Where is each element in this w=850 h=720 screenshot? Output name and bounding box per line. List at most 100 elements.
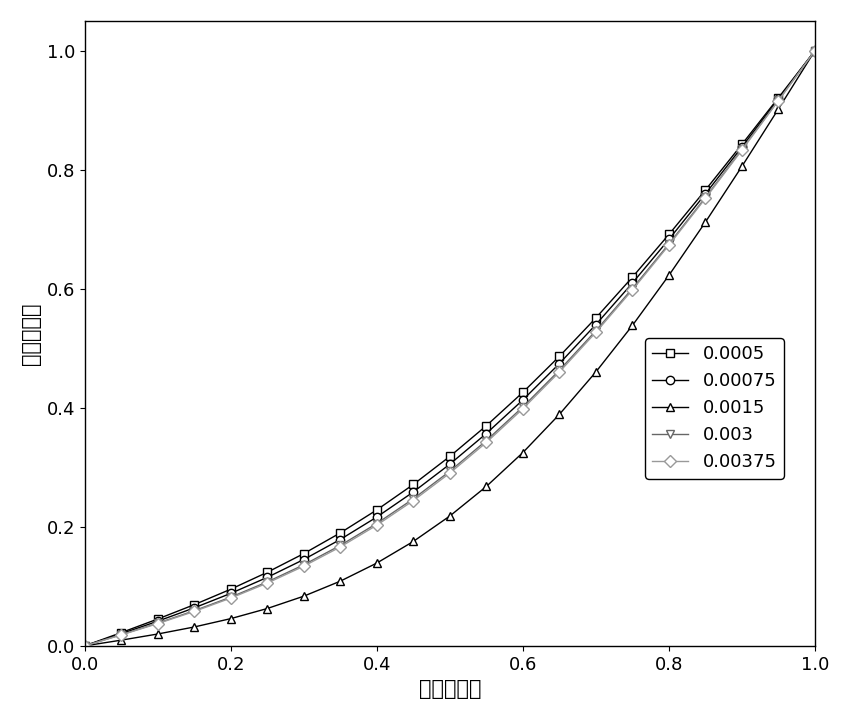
0.0005 (262, 568, 272, 577)
Line: 0.003: 0.003 (81, 46, 819, 650)
0.00375 (371, 521, 382, 529)
0.00075 (664, 235, 674, 243)
0.0015 (774, 104, 784, 113)
0.00075 (225, 589, 235, 598)
0.00075 (371, 513, 382, 521)
0.00075 (481, 429, 491, 438)
0.003 (335, 541, 345, 550)
0.0015 (189, 623, 199, 631)
0.00075 (591, 320, 601, 329)
0.003 (664, 240, 674, 248)
0.00375 (408, 496, 418, 505)
0.0005 (591, 314, 601, 323)
0.00075 (737, 143, 747, 151)
0.00375 (774, 96, 784, 105)
0.00375 (262, 579, 272, 588)
0.0015 (225, 614, 235, 623)
0.0005 (371, 505, 382, 514)
0.00375 (591, 328, 601, 337)
0.00375 (152, 619, 162, 628)
0.0005 (298, 549, 309, 558)
0.0015 (262, 604, 272, 613)
0.00375 (554, 368, 564, 377)
0.0015 (700, 217, 711, 226)
X-axis label: 无量网距离: 无量网距离 (418, 679, 481, 699)
0.003 (518, 402, 528, 411)
0.00375 (445, 469, 455, 477)
0.00075 (554, 359, 564, 368)
0.00375 (481, 438, 491, 447)
0.00075 (518, 395, 528, 404)
0.00375 (810, 46, 820, 55)
0.0005 (664, 230, 674, 239)
0.0005 (445, 452, 455, 461)
0.00375 (189, 607, 199, 616)
0.0015 (737, 162, 747, 171)
0.0005 (225, 585, 235, 593)
0.003 (737, 145, 747, 153)
0.003 (627, 284, 638, 293)
0.0005 (774, 94, 784, 102)
0.00075 (700, 189, 711, 198)
Line: 0.0015: 0.0015 (81, 46, 819, 650)
0.0005 (116, 629, 127, 637)
0.0005 (481, 421, 491, 430)
0.00375 (700, 194, 711, 203)
0.0015 (116, 636, 127, 644)
Y-axis label: 无量纲浓度: 无量纲浓度 (21, 302, 41, 364)
0.00375 (737, 145, 747, 154)
0.00075 (262, 573, 272, 582)
0.003 (116, 631, 127, 639)
0.0015 (152, 630, 162, 639)
0.00075 (116, 629, 127, 638)
0.0015 (627, 321, 638, 330)
0.003 (481, 436, 491, 445)
0.00075 (152, 617, 162, 626)
0.00375 (225, 594, 235, 603)
0.003 (408, 495, 418, 503)
0.003 (262, 577, 272, 586)
0.003 (810, 46, 820, 55)
0.003 (774, 96, 784, 104)
0.003 (371, 519, 382, 528)
0.00075 (774, 95, 784, 104)
0.0015 (554, 410, 564, 419)
0.0005 (80, 642, 90, 650)
0.003 (189, 606, 199, 615)
0.00375 (298, 562, 309, 570)
Line: 0.0005: 0.0005 (81, 46, 819, 650)
0.00075 (298, 555, 309, 564)
0.0005 (627, 273, 638, 282)
0.0015 (80, 642, 90, 650)
0.00375 (80, 642, 90, 650)
0.003 (225, 593, 235, 601)
0.00075 (80, 642, 90, 650)
0.00375 (664, 241, 674, 250)
0.00075 (408, 487, 418, 496)
0.0015 (481, 482, 491, 491)
0.0015 (408, 537, 418, 546)
Line: 0.00375: 0.00375 (81, 46, 819, 650)
0.003 (298, 560, 309, 569)
0.0005 (189, 600, 199, 609)
Legend: 0.0005, 0.00075, 0.0015, 0.003, 0.00375: 0.0005, 0.00075, 0.0015, 0.003, 0.00375 (645, 338, 784, 479)
0.0015 (335, 577, 345, 585)
0.0015 (371, 559, 382, 567)
0.003 (554, 366, 564, 374)
0.0015 (445, 512, 455, 521)
0.00075 (810, 46, 820, 55)
0.00075 (445, 460, 455, 469)
0.003 (152, 618, 162, 627)
0.0005 (152, 615, 162, 624)
0.0015 (810, 46, 820, 55)
0.0005 (408, 480, 418, 489)
0.003 (700, 193, 711, 202)
Line: 0.00075: 0.00075 (81, 46, 819, 650)
0.003 (445, 467, 455, 476)
0.0005 (335, 528, 345, 537)
0.003 (80, 642, 90, 650)
0.0015 (591, 368, 601, 377)
0.0005 (700, 186, 711, 194)
0.0005 (810, 46, 820, 55)
0.00375 (518, 405, 528, 413)
